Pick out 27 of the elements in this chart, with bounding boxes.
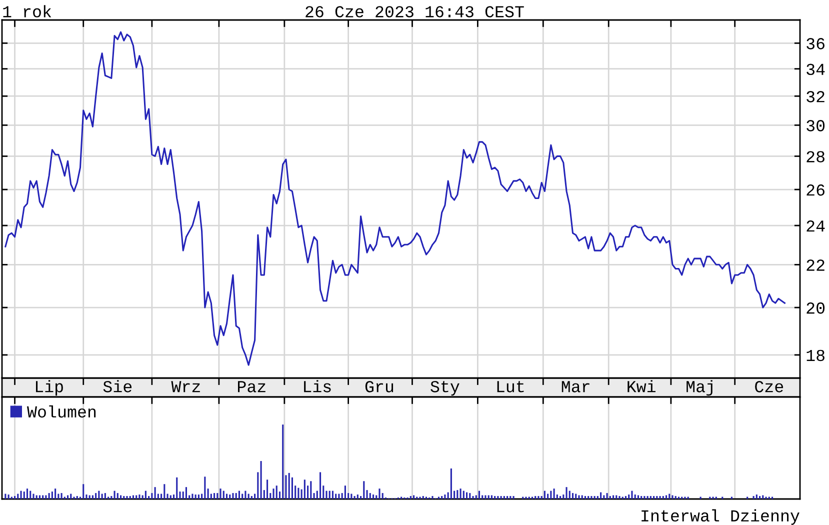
y-tick-label: 34: [806, 64, 825, 76]
x-tick-label: Lut: [497, 381, 524, 392]
x-tick-label: Lip: [36, 380, 63, 396]
x-tick-label: Maj: [686, 380, 712, 396]
y-tick-label: 36: [806, 38, 824, 50]
x-tick-label: Kwi: [628, 380, 656, 392]
x-tick-label: Sty: [430, 381, 460, 396]
y-tick-label: 22: [806, 260, 824, 271]
y-tick-label: 26: [806, 184, 824, 196]
y-tick-label: 32: [806, 91, 824, 102]
x-tick-label: Wrz: [171, 381, 200, 392]
x-tick-label: Mar: [562, 381, 590, 392]
y-tick-label: 18: [806, 350, 824, 362]
x-tick-label: Sie: [103, 380, 132, 392]
legend-label: Wolumen: [27, 405, 96, 418]
line-series: [4, 31, 786, 366]
x-tick-label: Lis: [304, 380, 331, 392]
chart-title: 1 rok: [3, 5, 52, 18]
y-tick-label: 28: [806, 151, 824, 162]
y-tick-label: 30: [806, 120, 825, 132]
chart-subtitle: 26 Cze 2023 16:43 CEST: [306, 6, 524, 18]
y-tick-label: 24: [806, 220, 825, 232]
x-tick-label: Paz: [238, 381, 266, 392]
text: Interwal Dzienny: [642, 509, 800, 525]
x-tick-label: Cze: [755, 381, 784, 392]
y-tick-label: 20: [806, 302, 825, 314]
x-tick-label: Gru: [365, 381, 394, 392]
